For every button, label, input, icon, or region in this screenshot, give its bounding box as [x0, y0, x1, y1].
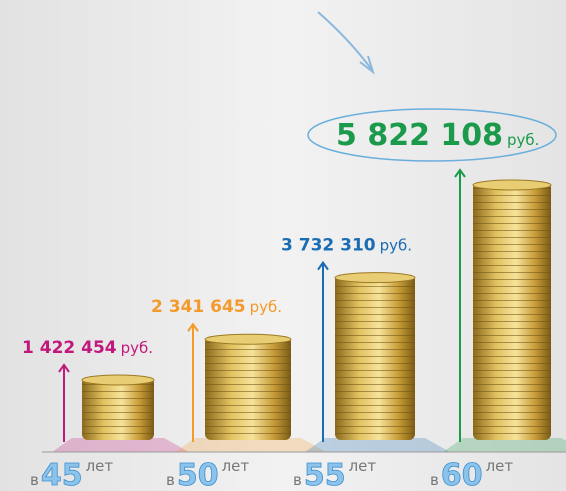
ground-shadow	[443, 438, 566, 452]
value-number: 3 732 310	[281, 236, 376, 256]
coin-stack-ridges	[473, 182, 551, 440]
value-number: 2 341 645	[151, 297, 246, 317]
category-prefix: в	[30, 471, 39, 489]
coin-stack	[335, 273, 415, 440]
coin-stack	[82, 375, 154, 440]
coin-top	[205, 334, 291, 344]
coin-stack-ridges	[335, 275, 415, 440]
coin-stack	[473, 180, 551, 440]
category-suffix: лет	[222, 457, 250, 475]
chart: 1 422 454руб.в45лет2 341 645руб.в50лет3 …	[0, 0, 566, 491]
coin-top	[335, 273, 415, 283]
coin-stack	[205, 334, 291, 440]
category-number: 55	[304, 458, 346, 491]
category-prefix: в	[430, 471, 439, 489]
value-number: 5 822 108	[336, 118, 503, 153]
category-number: 60	[441, 458, 483, 491]
category-suffix: лет	[349, 457, 377, 475]
category-suffix: лет	[86, 457, 114, 475]
coin-stack-ridges	[205, 336, 291, 440]
value-unit: руб.	[121, 339, 153, 357]
category-number: 50	[177, 458, 219, 491]
value-unit: руб.	[250, 298, 282, 316]
category-suffix: лет	[486, 457, 514, 475]
coin-top	[82, 375, 154, 385]
coin-top	[473, 180, 551, 190]
coin-stack-ridges	[82, 377, 154, 440]
category-prefix: в	[293, 471, 302, 489]
category-number: 45	[41, 458, 83, 491]
ground-shadow	[305, 438, 450, 452]
value-unit: руб.	[507, 131, 539, 149]
ground-shadow	[175, 438, 326, 452]
category-prefix: в	[166, 471, 175, 489]
value-number: 1 422 454	[22, 338, 117, 358]
value-unit: руб.	[380, 237, 412, 255]
